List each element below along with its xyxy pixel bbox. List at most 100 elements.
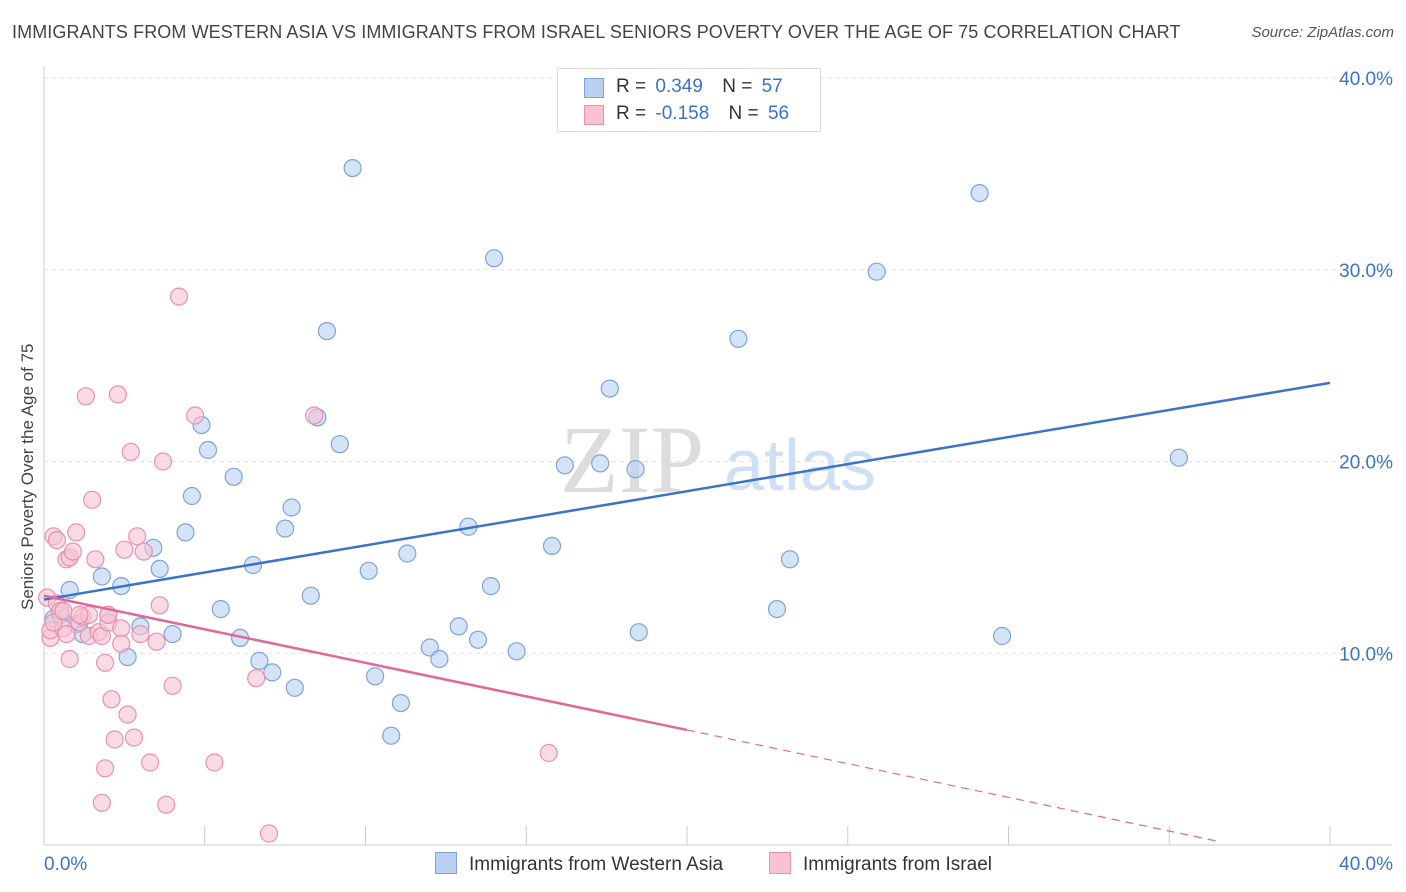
point-western-asia: [729, 329, 748, 348]
legend-r-value-israel: -0.158: [655, 103, 710, 124]
point-israel: [118, 705, 137, 724]
point-israel: [70, 605, 89, 625]
y-tick-label: 10.0%: [1339, 644, 1393, 665]
point-israel: [108, 385, 128, 404]
legend-item-israel: Immigrants from Israel: [769, 852, 992, 876]
point-western-asia: [163, 624, 182, 644]
legend-r-label: R =: [616, 103, 647, 124]
point-israel: [76, 387, 95, 406]
point-western-asia: [343, 159, 362, 178]
legend-label-western-asia: Immigrants from Western Asia: [469, 854, 724, 875]
point-israel: [95, 653, 115, 672]
y-tick-label: 40.0%: [1339, 69, 1393, 90]
legend-swatch-western-asia: [584, 78, 604, 98]
tick-labels: 10.0% 20.0% 30.0% 40.0% 0.0% 40.0%: [44, 69, 1393, 875]
point-western-asia: [285, 678, 304, 697]
point-western-asia: [970, 184, 989, 203]
legend-swatch-israel: [584, 105, 604, 125]
point-western-asia: [629, 623, 648, 642]
point-israel: [131, 624, 150, 644]
point-western-asia: [600, 379, 619, 398]
correlation-legend: R = 0.349 N = 57 R = -0.158 N = 56: [557, 68, 821, 132]
series-western-asia-points: [44, 159, 1189, 745]
point-western-asia: [626, 460, 645, 479]
x-tick-label: 0.0%: [44, 854, 87, 875]
point-western-asia: [867, 262, 886, 281]
point-israel: [305, 406, 324, 425]
point-western-asia: [767, 599, 787, 619]
point-western-asia: [992, 626, 1012, 646]
source-label: Source: ZipAtlas.com: [1251, 24, 1394, 41]
series-israel-points: [38, 287, 558, 843]
point-western-asia: [1169, 448, 1189, 467]
point-western-asia: [542, 536, 562, 556]
y-tick-label: 20.0%: [1339, 453, 1393, 474]
point-western-asia: [591, 454, 610, 473]
trendline-western-asia: [43, 381, 1331, 601]
point-israel: [115, 540, 134, 559]
point-israel: [141, 753, 160, 772]
point-israel: [121, 442, 140, 461]
legend-r-value-western-asia: 0.349: [655, 76, 703, 97]
legend-swatch-western-asia: [435, 852, 457, 874]
y-axis-label: Seniors Poverty Over the Age of 75: [18, 343, 37, 610]
point-western-asia: [468, 630, 488, 649]
legend-label-israel: Immigrants from Israel: [803, 854, 992, 875]
legend-text-western-asia: R = 0.349 N = 57: [616, 76, 783, 98]
point-israel: [205, 753, 224, 772]
point-israel: [83, 490, 102, 509]
point-israel: [539, 743, 558, 763]
legend-r-label: R =: [616, 76, 647, 97]
point-israel: [150, 596, 169, 615]
point-western-asia: [780, 550, 800, 569]
point-israel: [112, 619, 131, 638]
point-western-asia: [198, 440, 218, 460]
point-israel: [153, 452, 173, 471]
point-israel: [105, 730, 124, 749]
point-israel: [163, 676, 182, 695]
point-israel: [186, 406, 205, 425]
point-israel: [124, 728, 144, 747]
point-israel: [134, 542, 153, 561]
legend-n-label: N =: [728, 103, 759, 124]
point-western-asia: [176, 523, 195, 542]
point-western-asia: [398, 544, 417, 563]
legend-swatch-israel: [769, 852, 791, 874]
point-western-asia: [330, 435, 349, 454]
point-western-asia: [150, 559, 169, 579]
point-western-asia: [481, 576, 500, 596]
point-israel: [92, 793, 112, 812]
point-western-asia: [485, 249, 504, 268]
legend-item-western-asia: Immigrants from Western Asia: [435, 852, 723, 876]
point-western-asia: [317, 322, 336, 341]
x-tick-label: 40.0%: [1339, 854, 1393, 875]
point-israel: [112, 634, 131, 653]
watermark-zip: ZIP: [560, 406, 704, 513]
point-western-asia: [92, 567, 112, 586]
point-western-asia: [182, 486, 201, 506]
trendline-israel: [43, 594, 688, 732]
point-western-asia: [449, 617, 468, 636]
point-western-asia: [224, 467, 243, 486]
point-western-asia: [301, 586, 320, 605]
point-israel: [60, 649, 79, 669]
watermark-atlas: atlas: [724, 426, 876, 506]
point-western-asia: [366, 667, 385, 686]
point-israel: [95, 759, 115, 778]
point-western-asia: [282, 498, 301, 517]
point-israel: [63, 542, 83, 561]
point-western-asia: [276, 519, 295, 538]
point-western-asia: [250, 651, 269, 671]
point-israel: [102, 690, 121, 709]
point-western-asia: [382, 726, 401, 745]
point-israel: [128, 527, 147, 546]
axes: [43, 66, 1392, 846]
y-tick-label: 30.0%: [1339, 261, 1393, 282]
trendline-israel-extension: [686, 729, 1218, 842]
point-western-asia: [211, 599, 230, 619]
trendlines: [43, 381, 1331, 842]
point-western-asia: [359, 561, 378, 580]
point-israel: [57, 624, 76, 644]
point-israel: [259, 824, 279, 843]
